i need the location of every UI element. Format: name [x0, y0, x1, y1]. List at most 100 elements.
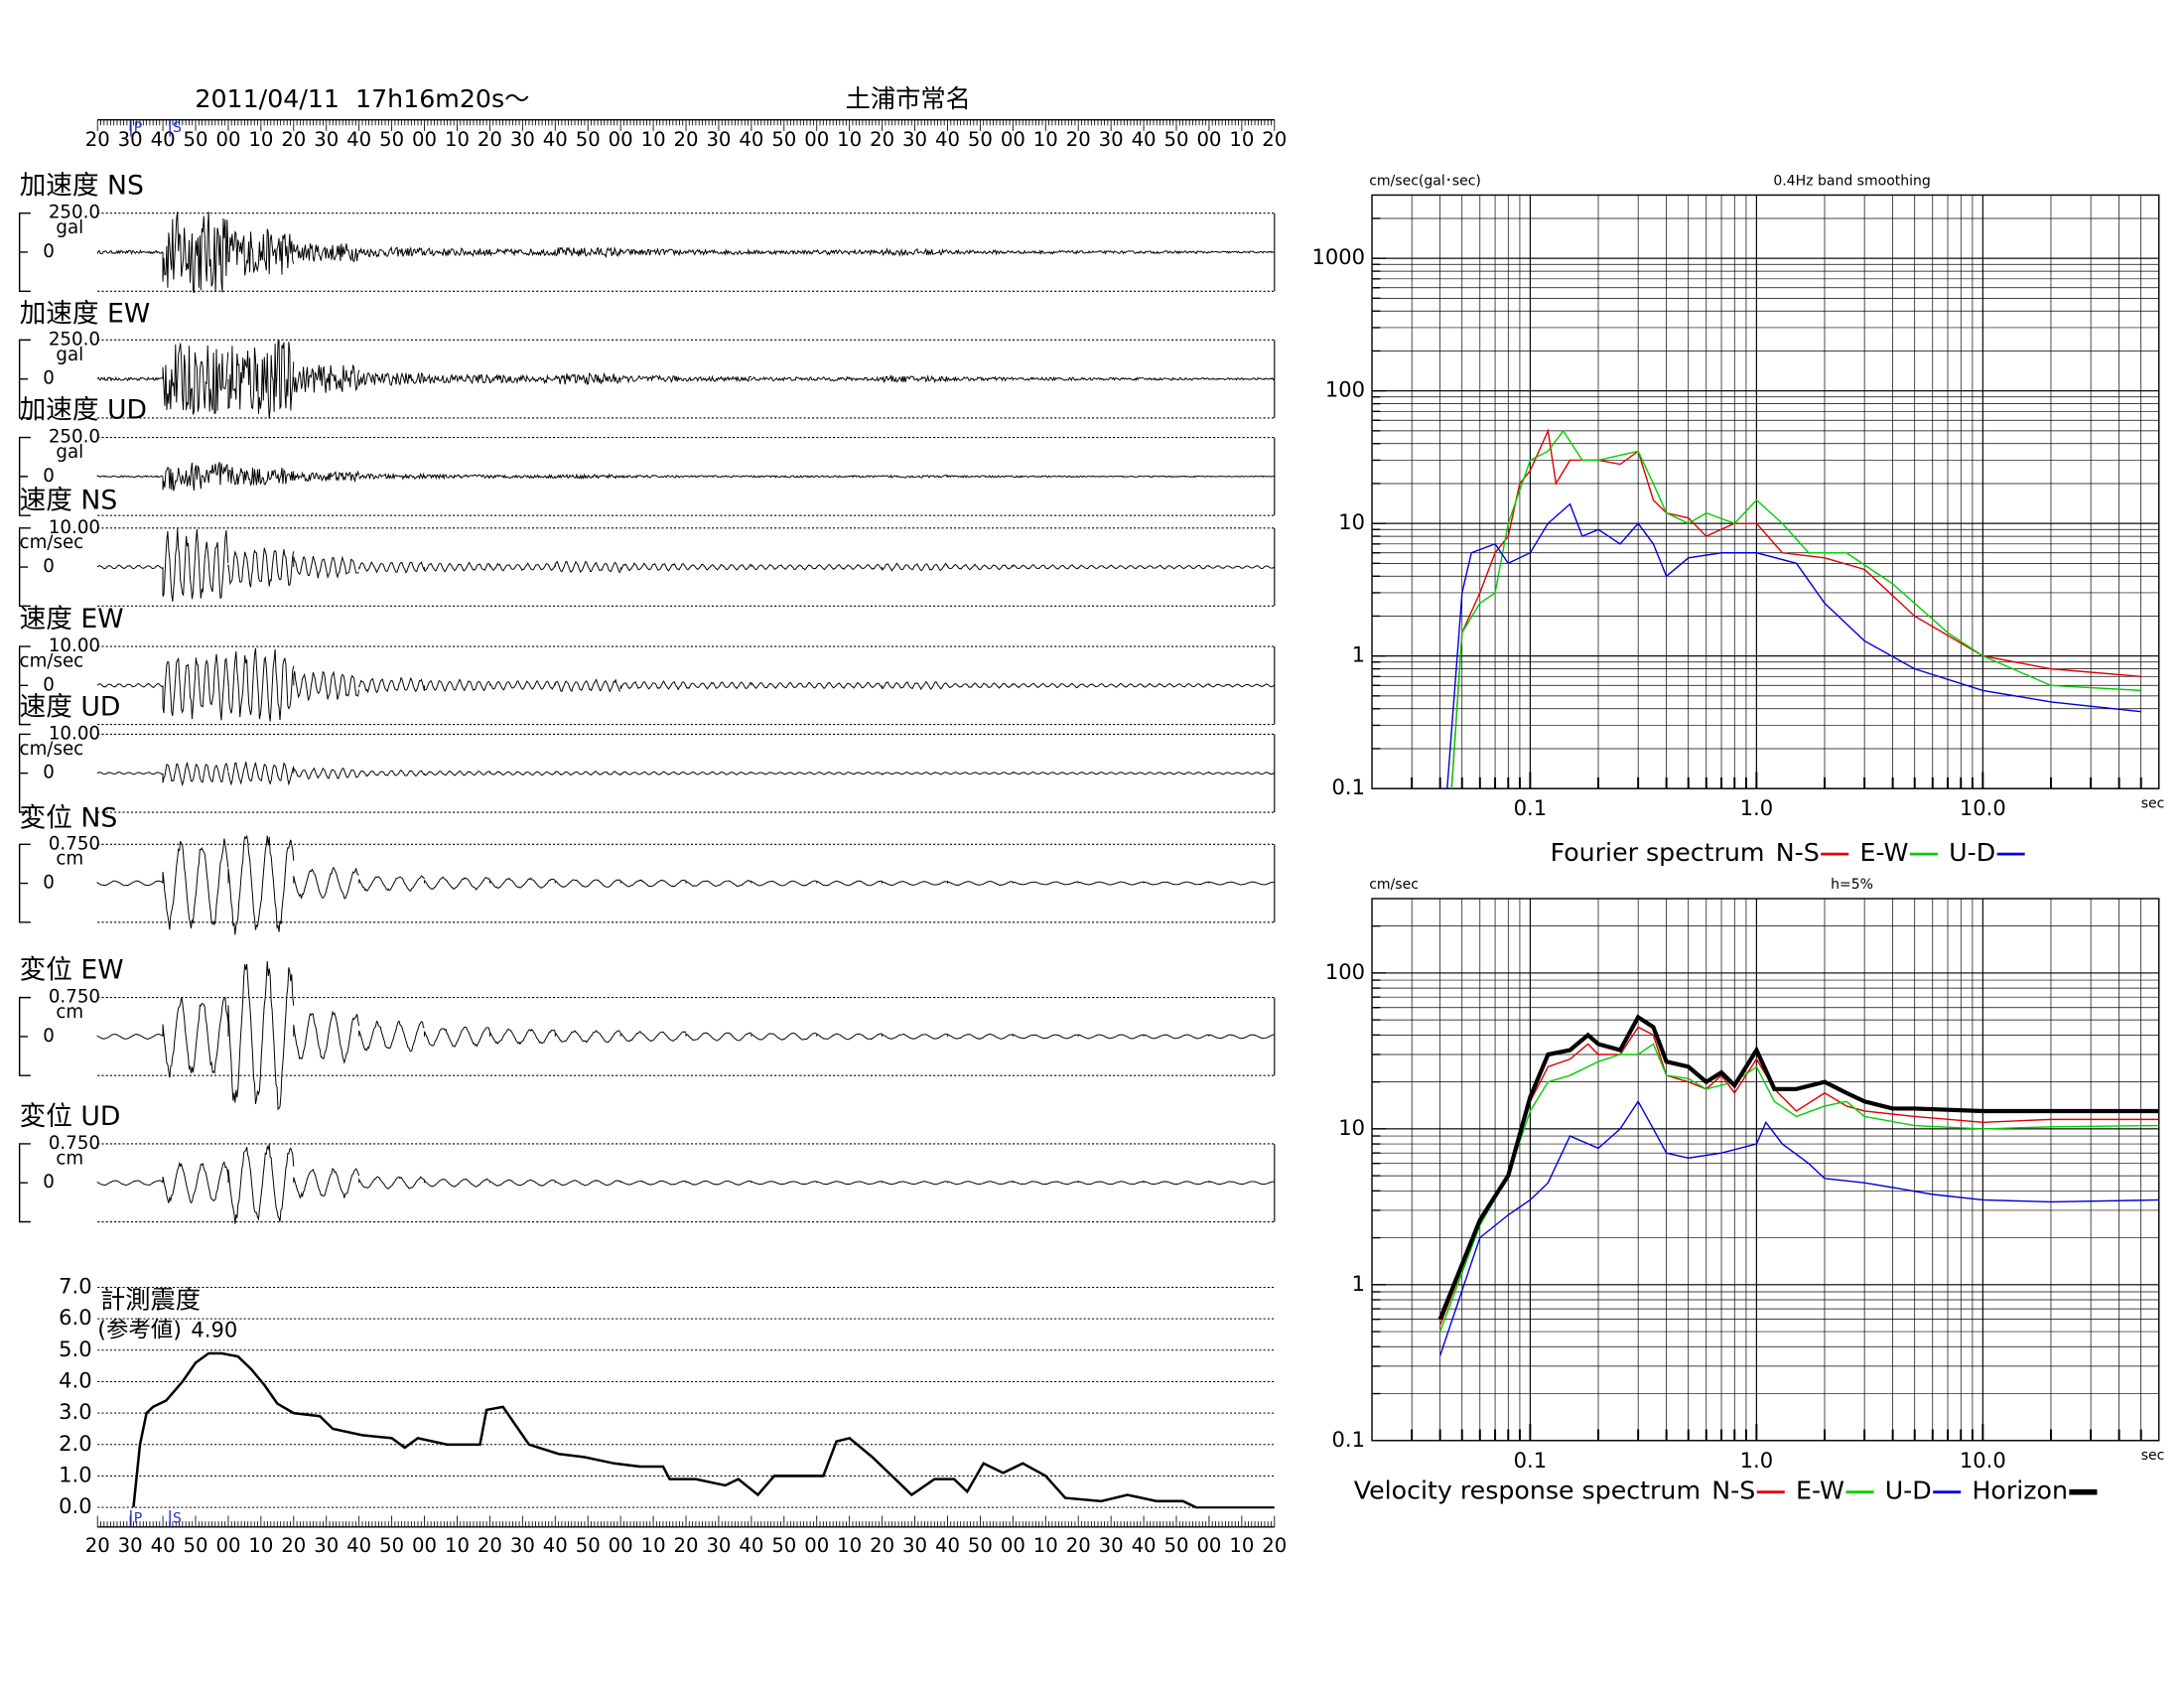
waveform-segment	[751, 1181, 817, 1186]
legend-label: E-W	[1796, 1477, 1844, 1505]
y-tick-label: 5.0	[59, 1336, 91, 1361]
waveform-segment	[96, 1033, 164, 1040]
time-label: 50	[771, 1534, 796, 1557]
waveform-segment	[293, 364, 360, 393]
time-label: 20	[281, 128, 306, 151]
x-tick-label: 1.0	[1740, 795, 1773, 820]
waveform-segment	[96, 249, 164, 255]
x-tick-label: 0.1	[1514, 795, 1547, 820]
time-label: 50	[968, 1534, 993, 1557]
waveform-segment	[685, 563, 751, 571]
waveform-segment	[162, 211, 229, 294]
time-label: 50	[184, 1534, 208, 1557]
y-tick-label: 0.1	[1332, 774, 1365, 799]
time-label: 30	[118, 128, 143, 151]
waveform-segment	[96, 682, 164, 688]
y-tick-label: 10	[1338, 509, 1365, 534]
waveform-segment	[751, 564, 818, 571]
time-label: 10	[837, 128, 862, 151]
waveform-segment	[293, 1010, 360, 1064]
waveform-segment	[685, 374, 751, 383]
unit-label: cm/sec	[20, 650, 84, 671]
waveform-segment	[1077, 683, 1145, 688]
spectrum-line	[1438, 1043, 2159, 1333]
waveform-segment	[751, 376, 817, 382]
waveform-segment	[162, 462, 229, 492]
waveform-segment	[488, 373, 556, 385]
time-label: 30	[902, 1534, 927, 1557]
panel-label: 加速度 NS	[20, 171, 144, 202]
scale-label: 0.750	[49, 833, 100, 854]
time-label: 30	[118, 1534, 143, 1557]
panel-bracket	[18, 843, 31, 923]
time-label: 00	[609, 1534, 633, 1557]
time-label: 10	[445, 1534, 470, 1557]
waveform-segment	[96, 475, 164, 479]
waveform-segment	[1208, 1181, 1275, 1186]
waveform-segment	[619, 771, 687, 775]
panel-bracket	[18, 1143, 31, 1223]
waveform-segment	[947, 474, 1014, 479]
time-label: 00	[412, 128, 437, 151]
y-tick-label: 1	[1352, 642, 1365, 667]
waveform-segment	[882, 1181, 948, 1186]
time-label: 10	[641, 128, 666, 151]
waveform-segment	[1012, 1181, 1079, 1186]
waveform-segment	[619, 562, 687, 572]
waveform-segment	[227, 467, 295, 488]
time-label: 00	[215, 128, 240, 151]
waveform-segment	[358, 245, 425, 258]
waveform-segment	[882, 1033, 948, 1040]
unit-label: cm/sec	[20, 739, 84, 760]
waveform-segment	[162, 996, 229, 1078]
time-label: 10	[641, 1534, 666, 1557]
time-label: 10	[248, 1534, 273, 1557]
waveform-segment	[685, 247, 751, 256]
legend-label: U-D	[1949, 838, 1995, 867]
waveform-segment	[358, 371, 425, 387]
waveform-segment	[1077, 475, 1145, 479]
waveform-segment	[358, 561, 425, 574]
y-tick-label: 2.0	[59, 1431, 91, 1456]
waveform-segment	[96, 880, 164, 887]
time-label: 30	[706, 128, 731, 151]
waveform-segment	[619, 1180, 687, 1186]
chart-subtitle: h=5%	[1831, 877, 1873, 893]
time-label: 30	[1099, 1534, 1124, 1557]
panel-label: 速度 UD	[20, 691, 121, 722]
chart-title: 計測震度	[100, 1285, 201, 1314]
waveform-segment	[1208, 881, 1275, 886]
waveform-segment	[554, 771, 621, 776]
waveform-segment	[947, 682, 1014, 689]
y-tick-label: 1	[1352, 1271, 1365, 1296]
time-label: 00	[1196, 128, 1221, 151]
time-label: 20	[85, 128, 110, 151]
time-label: 10	[1033, 1534, 1058, 1557]
y-tick-label: 1.0	[59, 1462, 91, 1486]
time-label: 30	[706, 1534, 731, 1557]
waveform-segment	[488, 771, 556, 776]
unit-label: gal	[56, 345, 83, 365]
spectrum-line	[1450, 429, 2141, 789]
panel-bracket	[18, 527, 31, 608]
waveform-segment	[162, 653, 229, 721]
record-datetime: 2011/04/11 17h16m20s～	[195, 84, 529, 113]
y-tick-label: 100	[1325, 959, 1365, 984]
panel-label: 変位 NS	[20, 803, 118, 834]
y-tick-label: 0.0	[59, 1493, 91, 1518]
waveform-segment	[293, 670, 360, 702]
time-label: 50	[379, 1534, 404, 1557]
waveform-segment	[1208, 683, 1276, 688]
waveform-segment	[1208, 376, 1276, 381]
unit-label: cm/sec	[20, 532, 84, 553]
waveform-segment	[1208, 771, 1275, 775]
waveform-segment	[424, 876, 490, 891]
time-label: 50	[576, 1534, 601, 1557]
waveform-segment	[816, 772, 883, 775]
time-label: 20	[478, 1534, 502, 1557]
waveform-segment	[816, 880, 883, 887]
panel-label: 変位 EW	[20, 954, 124, 985]
chart-subtitle: (参考値)	[97, 1317, 182, 1342]
waveform-segment	[947, 772, 1014, 775]
waveform-segment	[227, 647, 295, 722]
